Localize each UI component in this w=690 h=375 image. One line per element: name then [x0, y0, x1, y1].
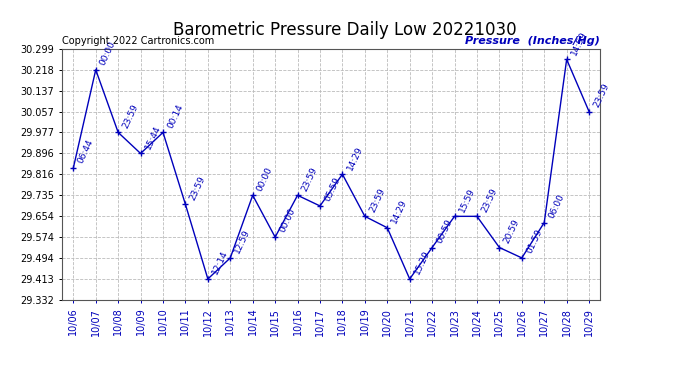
Text: Barometric Pressure Daily Low 20221030: Barometric Pressure Daily Low 20221030 [173, 21, 517, 39]
Text: 00:00: 00:00 [255, 165, 275, 192]
Text: 20:59: 20:59 [502, 217, 521, 245]
Text: 00:14: 00:14 [166, 102, 185, 130]
Text: 06:00: 06:00 [547, 192, 566, 220]
Text: 23:59: 23:59 [480, 186, 499, 213]
Text: 05:59: 05:59 [323, 176, 342, 203]
Text: 12:59: 12:59 [233, 228, 252, 255]
Text: 15:44: 15:44 [144, 124, 162, 151]
Text: 14:59: 14:59 [569, 30, 589, 57]
Text: 23:59: 23:59 [188, 174, 207, 202]
Text: 14:29: 14:29 [390, 198, 409, 225]
Text: 23:59: 23:59 [121, 102, 140, 130]
Text: 14:29: 14:29 [345, 144, 364, 171]
Text: 23:59: 23:59 [368, 186, 386, 213]
Text: Copyright 2022 Cartronics.com: Copyright 2022 Cartronics.com [62, 36, 215, 46]
Text: 00:59: 00:59 [435, 217, 454, 245]
Text: 12:14: 12:14 [210, 249, 230, 276]
Text: 01:59: 01:59 [524, 228, 544, 255]
Text: 23:59: 23:59 [300, 165, 319, 192]
Text: 15:59: 15:59 [457, 186, 476, 213]
Text: 06:44: 06:44 [76, 138, 95, 165]
Text: 15:29: 15:29 [413, 249, 431, 276]
Text: Pressure  (Inches/Hg): Pressure (Inches/Hg) [466, 36, 600, 46]
Text: 23:59: 23:59 [592, 82, 611, 109]
Text: 00:00: 00:00 [99, 40, 117, 67]
Text: 00:00: 00:00 [278, 207, 297, 234]
